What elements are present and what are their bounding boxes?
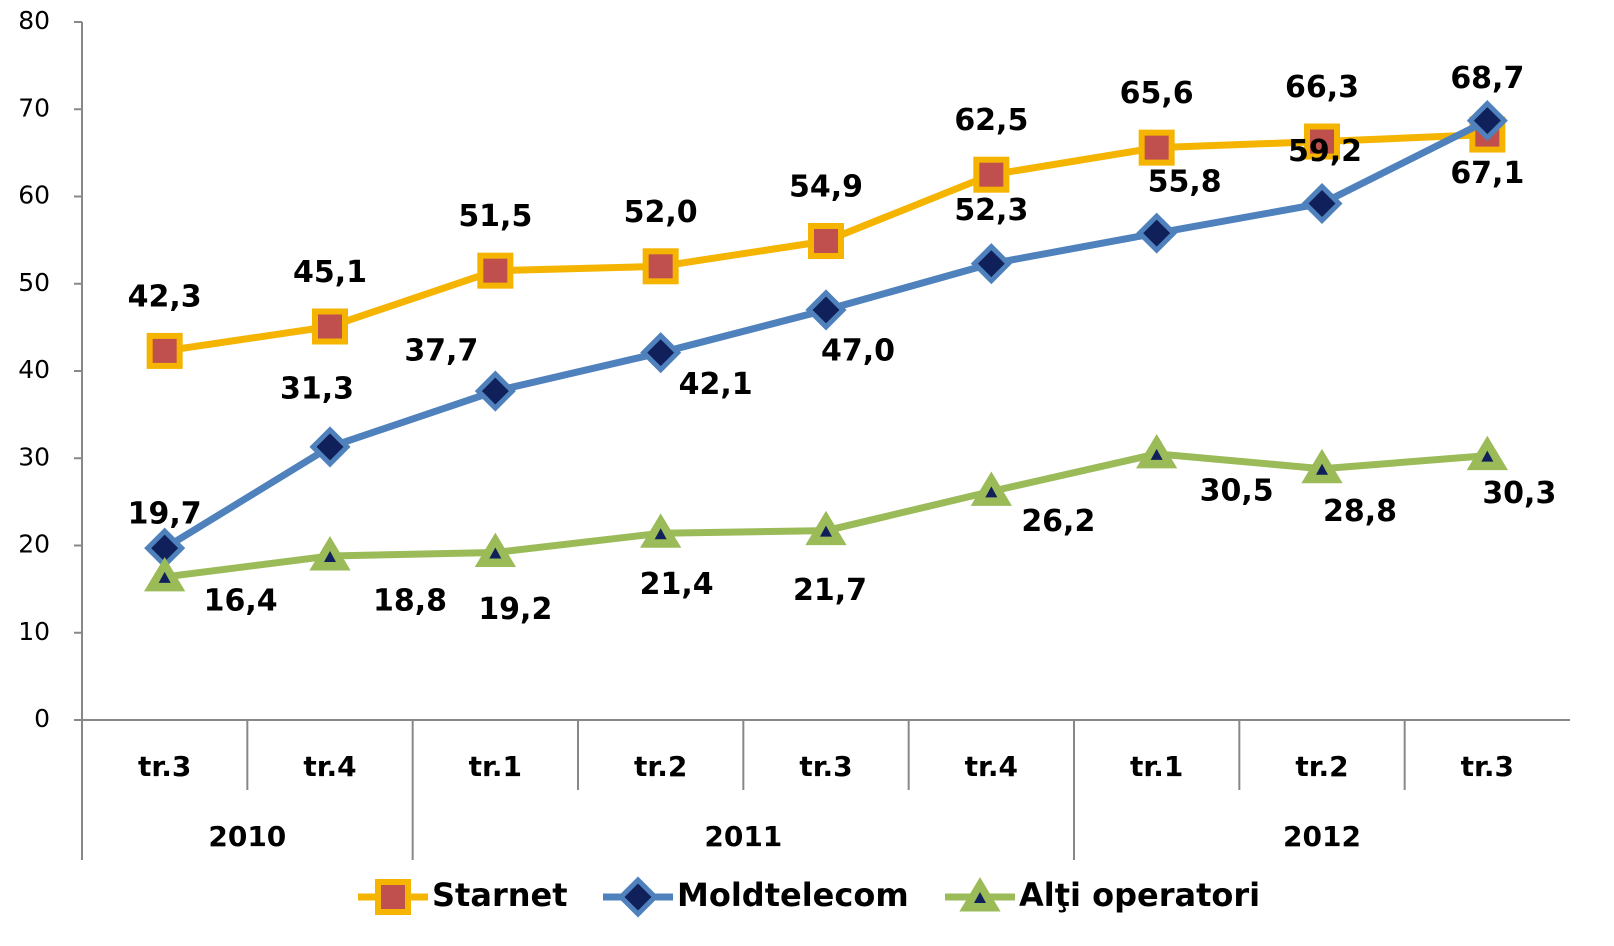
data-point (970, 243, 1012, 285)
data-point (146, 332, 183, 369)
data-label: 18,8 (373, 583, 447, 618)
data-label: 21,4 (640, 567, 714, 602)
data-point (1138, 129, 1175, 166)
data-point (808, 222, 844, 259)
x-tick-label: tr.2 (1295, 750, 1348, 783)
x-tick-label: tr.1 (1130, 750, 1183, 783)
group-label: 2010 (208, 820, 286, 853)
data-point (477, 252, 514, 289)
legend-marker-core (974, 892, 986, 903)
data-label: 52,0 (624, 195, 698, 230)
y-tick-label: 50 (18, 268, 50, 297)
data-label: 19,7 (128, 497, 202, 532)
data-label: 21,7 (793, 573, 867, 608)
data-point-core (820, 525, 832, 537)
x-tick-label: tr.4 (303, 750, 356, 783)
data-label: 31,3 (280, 371, 354, 406)
legend-marker (375, 879, 411, 915)
data-point-core (158, 571, 171, 583)
data-label: 37,7 (404, 334, 478, 369)
group-label: 2011 (704, 820, 782, 853)
data-label: 42,1 (679, 367, 753, 402)
y-tick-label: 20 (18, 530, 50, 559)
data-point (973, 156, 1010, 193)
x-tick-label: tr.2 (634, 750, 687, 783)
data-label: 68,7 (1450, 61, 1524, 96)
data-label: 28,8 (1323, 494, 1397, 529)
data-label: 19,2 (478, 592, 552, 627)
legend-label: Moldtelecom (677, 876, 909, 914)
data-point (312, 308, 348, 345)
data-label: 30,3 (1482, 476, 1556, 511)
data-point (1304, 123, 1340, 160)
data-point-core (654, 528, 667, 540)
data-point-core (1316, 463, 1328, 475)
data-point (474, 370, 516, 412)
data-point (309, 426, 351, 468)
data-point (1136, 212, 1178, 254)
data-label: 55,8 (1148, 165, 1222, 200)
data-point (642, 248, 679, 285)
data-point-core (985, 486, 998, 498)
data-point (805, 289, 847, 331)
legend-label: Starnet (432, 876, 568, 914)
data-label: 62,5 (954, 103, 1028, 138)
data-point-core (1150, 448, 1163, 460)
data-point-core (324, 550, 336, 562)
data-point-core (489, 547, 502, 559)
y-tick-label: 80 (18, 6, 50, 35)
data-label: 26,2 (1021, 504, 1095, 539)
data-label: 65,6 (1120, 76, 1194, 111)
y-tick-label: 40 (18, 355, 50, 384)
y-tick-label: 60 (18, 181, 50, 210)
x-tick-label: tr.3 (1461, 750, 1514, 783)
data-label: 52,3 (954, 193, 1028, 228)
y-tick-label: 0 (34, 704, 50, 733)
data-label: 67,1 (1450, 156, 1524, 191)
x-tick-label: tr.4 (965, 750, 1018, 783)
data-label: 16,4 (204, 583, 278, 618)
data-label: 30,5 (1200, 473, 1274, 508)
data-label: 59,2 (1288, 134, 1362, 169)
data-label: 47,0 (821, 333, 895, 368)
data-point (1466, 100, 1508, 142)
data-label: 54,9 (789, 169, 863, 204)
legend-label: Alţi operatori (1019, 876, 1260, 914)
x-tick-label: tr.3 (138, 750, 191, 783)
data-label: 66,3 (1285, 70, 1359, 105)
legend-marker (617, 876, 659, 918)
data-label: 42,3 (128, 279, 202, 314)
y-tick-label: 10 (18, 617, 50, 646)
y-tick-label: 70 (18, 93, 50, 122)
group-label: 2012 (1283, 820, 1361, 853)
data-label: 45,1 (293, 255, 367, 290)
x-tick-label: tr.3 (799, 750, 852, 783)
x-tick-label: tr.1 (469, 750, 522, 783)
data-point (1301, 182, 1343, 225)
y-tick-label: 30 (18, 442, 50, 471)
data-label: 51,5 (458, 199, 532, 234)
data-point-core (1481, 450, 1494, 462)
data-point (640, 332, 682, 374)
